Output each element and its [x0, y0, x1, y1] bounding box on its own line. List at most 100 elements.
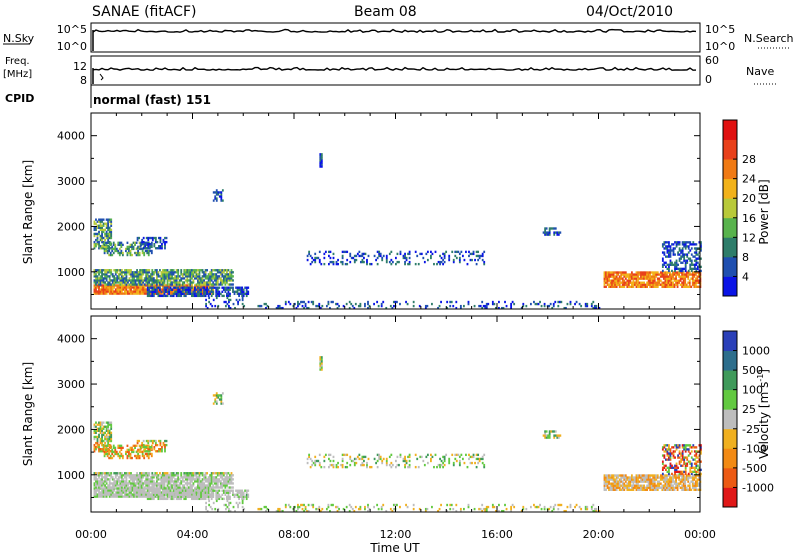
velocity-cell — [216, 484, 219, 487]
velocity-cell — [649, 476, 652, 479]
velocity-cell — [675, 480, 677, 483]
velocity-cell — [104, 480, 107, 483]
power-cell — [425, 252, 428, 256]
power-cell — [658, 277, 661, 280]
velocity-cell — [216, 474, 219, 477]
power-cell — [207, 273, 210, 276]
velocity-cell — [149, 497, 152, 501]
velocity-cell — [157, 493, 160, 496]
power-cell — [102, 286, 105, 289]
velocity-cell — [137, 456, 139, 460]
power-cell — [669, 245, 672, 248]
velocity-cell — [684, 446, 687, 449]
power-cell — [138, 247, 141, 251]
power-cell — [663, 261, 666, 264]
velocity-cell — [661, 472, 664, 476]
power-cell — [612, 275, 615, 278]
velocity-cell — [266, 507, 269, 511]
power-cell — [145, 269, 148, 272]
velocity-cell — [96, 437, 99, 441]
velocity-cell — [98, 423, 100, 426]
velocity-cell — [667, 474, 670, 477]
velocity-cell — [102, 443, 105, 447]
velocity-cell — [698, 460, 701, 463]
power-cell — [684, 241, 687, 244]
power-cell — [319, 159, 322, 162]
power-cell — [180, 284, 183, 287]
velocity-cell — [529, 505, 532, 509]
velocity-cell — [155, 482, 158, 485]
velocity-cell — [190, 480, 193, 483]
power-cell — [189, 292, 192, 296]
power-cell — [686, 261, 689, 264]
velocity-cell — [134, 484, 137, 487]
power-cell — [147, 251, 150, 255]
power-cell — [151, 271, 154, 274]
power-cell — [691, 279, 694, 282]
power-cell — [152, 281, 155, 284]
power-cell — [190, 275, 193, 278]
power-cell — [224, 269, 227, 272]
power-cell — [483, 260, 486, 264]
velocity-cell — [201, 493, 204, 496]
power-cell — [108, 279, 111, 282]
power-cell — [107, 236, 110, 240]
power-cell — [187, 275, 190, 278]
power-cell — [668, 267, 670, 271]
power-cell — [131, 286, 134, 289]
power-cell — [608, 273, 610, 276]
velocity-cell — [107, 429, 110, 432]
velocity-cell — [213, 486, 216, 489]
power-cell — [688, 271, 691, 274]
velocity-cell — [95, 476, 97, 479]
power-cell — [204, 281, 207, 284]
power-cell — [198, 273, 201, 276]
power-cell — [99, 224, 102, 227]
velocity-cell — [258, 507, 261, 511]
velocity-cell — [672, 452, 675, 455]
velocity-cell — [612, 488, 615, 491]
velocity-cell — [197, 472, 199, 475]
velocity-cell — [163, 489, 166, 492]
power-cell — [683, 267, 686, 271]
velocity-cell — [303, 509, 305, 513]
velocity-cell — [621, 480, 624, 483]
velocity-cell — [119, 476, 122, 479]
velocity-cell — [96, 423, 99, 426]
velocity-cell — [552, 507, 555, 511]
velocity-cell — [128, 486, 131, 489]
velocity-cell — [201, 497, 204, 501]
velocity-cell — [630, 474, 633, 477]
power-cell — [241, 290, 244, 293]
power-cell — [177, 288, 180, 291]
velocity-cell — [98, 448, 100, 451]
velocity-cell — [678, 470, 681, 474]
velocity-cell — [165, 497, 167, 501]
power-cell — [108, 247, 111, 251]
power-cell — [209, 292, 212, 296]
velocity-cell — [200, 486, 202, 489]
velocity-cell — [204, 497, 207, 501]
velocity-cell — [116, 474, 119, 477]
power-cell — [123, 290, 126, 293]
velocity-cell — [148, 482, 151, 485]
velocity-cell — [151, 478, 154, 481]
velocity-cell — [102, 487, 105, 490]
velocity-cell — [112, 444, 115, 447]
velocity-cell — [145, 480, 148, 483]
power-cell — [107, 283, 110, 286]
power-cell — [218, 290, 221, 293]
velocity-cell — [652, 482, 655, 485]
velocity-cell — [632, 480, 635, 483]
power-cell — [148, 279, 151, 282]
power-cell — [223, 300, 226, 304]
power-cell — [217, 193, 220, 196]
velocity-cell — [133, 495, 135, 498]
velocity-cell — [676, 484, 679, 487]
velocity-cell — [549, 505, 552, 509]
power-cell — [95, 232, 97, 236]
velocity-cell — [650, 474, 653, 477]
power-cell — [289, 302, 292, 306]
power-cell — [630, 285, 633, 288]
power-cell — [120, 288, 123, 291]
